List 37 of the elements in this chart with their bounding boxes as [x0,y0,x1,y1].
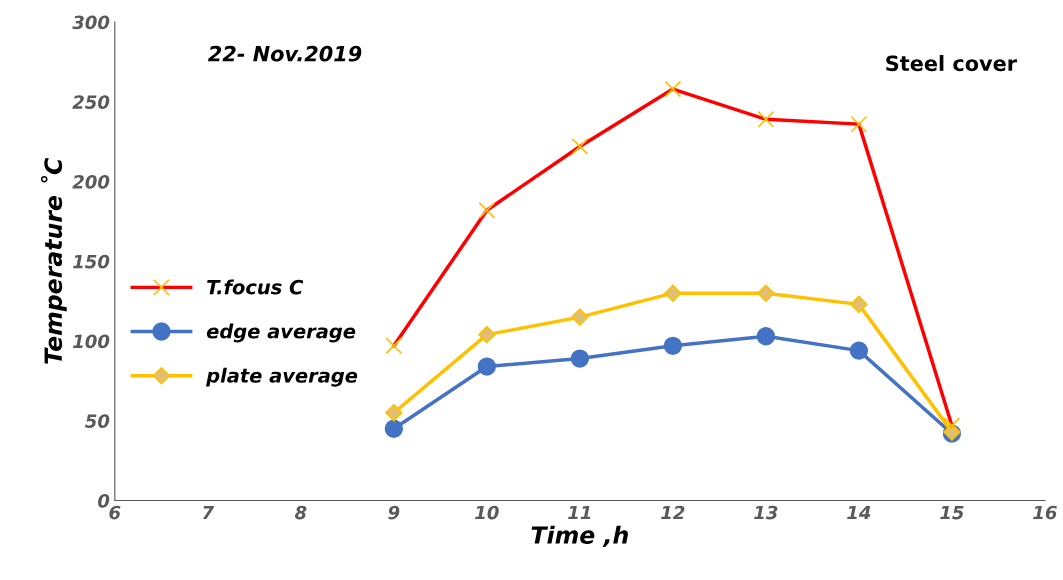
point [570,349,590,368]
legend-label: plate average [206,367,358,387]
x-tick-label: 13 [754,505,778,520]
x-tick-label: 11 [568,505,591,520]
point [757,284,775,302]
point [849,341,869,360]
x-tick-label: 16 [1033,505,1057,520]
annotation: 22- Nov.2019 [207,45,362,62]
x-tick-label: 9 [388,505,400,520]
x-axis-title: Time ,h [531,525,628,547]
y-tick-label: 150 [73,254,110,269]
x-tick-label: 10 [475,505,499,520]
y-tick-label: 250 [72,95,110,109]
annotation: Steel cover [886,55,1017,72]
point [477,357,497,376]
x-tick-label: 8 [294,505,307,520]
y-tick-label: 0 [98,494,110,508]
point [384,419,404,438]
legend-label: edge average [206,323,356,343]
point [663,336,683,355]
point [664,284,682,302]
x-tick-label: 7 [202,505,215,520]
y-tick-label: 300 [72,15,110,30]
x-tick-label: 15 [940,505,964,520]
y-tick-label: 50 [85,414,110,428]
x-tick-label: 12 [661,505,685,520]
y-tick-label: 200 [72,175,110,189]
x-tick-label: 14 [847,505,871,520]
point [756,327,776,346]
point [478,325,496,344]
point [850,295,868,314]
point [385,404,403,422]
y-axis-title: Temperature ˚C [40,157,67,364]
point [571,308,589,326]
legend-label: T.focus C [207,279,304,295]
y-tick-label: 100 [73,334,110,349]
x-tick-label: 6 [109,505,121,520]
